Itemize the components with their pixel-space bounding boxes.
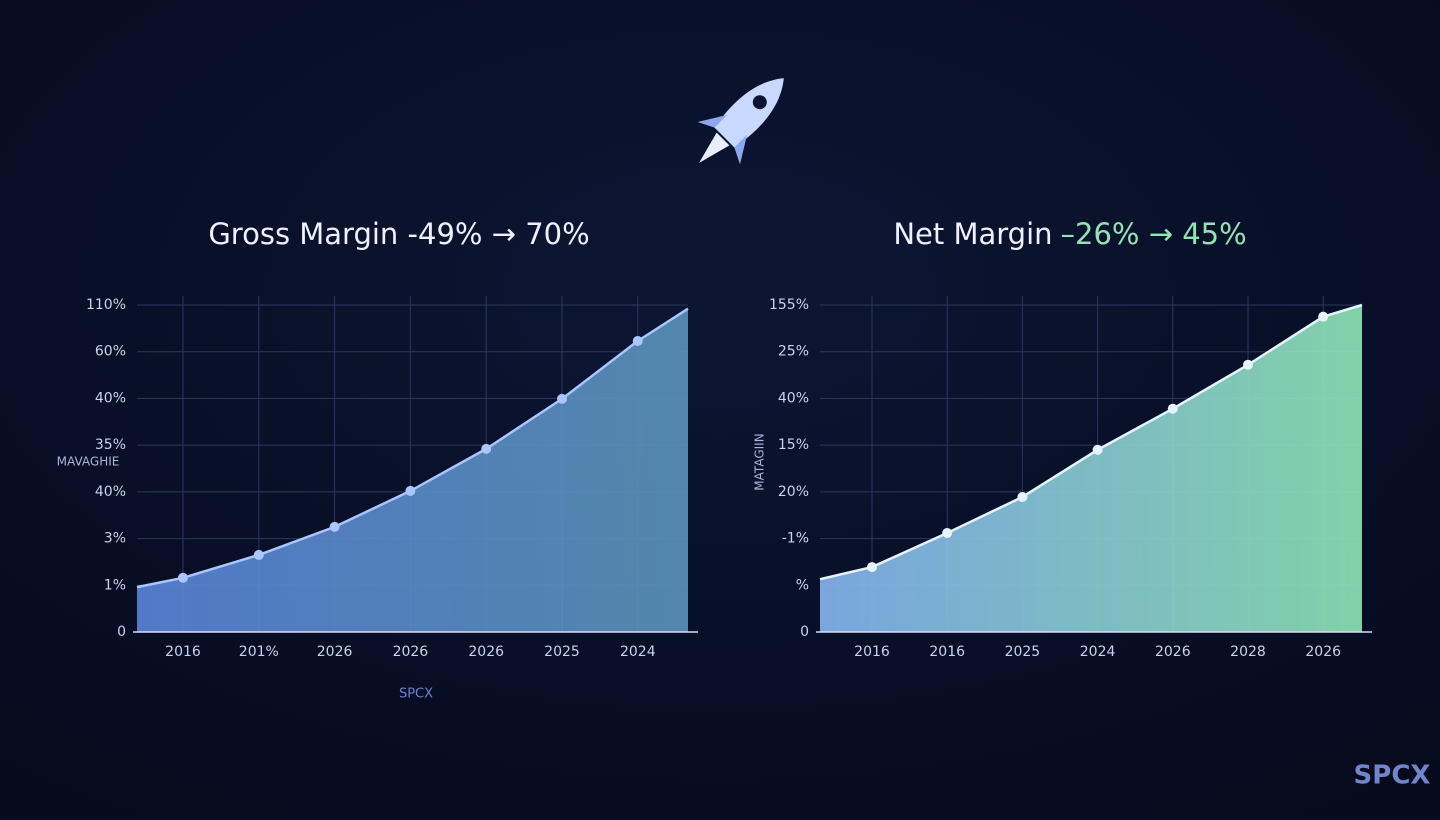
y-axis-label: MAVAGHIE [57, 455, 120, 469]
chart-title: Net Margin –26% → 45% [893, 217, 1246, 251]
data-point [1167, 403, 1178, 414]
x-tick-label: 2024 [1080, 644, 1116, 660]
data-point [942, 527, 953, 538]
y-tick-label: 15% [778, 437, 809, 453]
x-tick-label: 2026 [1305, 644, 1341, 660]
y-tick-label: 40% [95, 484, 126, 500]
data-point [405, 485, 416, 496]
y-tick-label: -1% [782, 531, 809, 547]
y-tick-label: 60% [95, 344, 126, 360]
data-point [1318, 311, 1329, 322]
y-tick-label: 110% [86, 297, 126, 313]
x-tick-label: 2024 [620, 644, 656, 660]
caption: SPCX [399, 687, 433, 702]
area-fill [137, 308, 688, 632]
x-tick-label: 2026 [1155, 644, 1191, 660]
y-tick-label: 40% [95, 390, 126, 406]
title-main: Net Margin [893, 217, 1052, 251]
y-tick-label: 20% [778, 484, 809, 500]
data-point [867, 562, 877, 573]
y-tick-label: % [796, 577, 809, 593]
data-point [178, 572, 188, 583]
y-axis-label: MATAGIIN [753, 433, 767, 490]
x-tick-label: 2016 [165, 644, 201, 660]
y-tick-label: 3% [104, 531, 126, 547]
data-point [1092, 444, 1103, 455]
y-tick-label: 25% [778, 344, 809, 360]
x-tick-label: 2026 [468, 644, 504, 660]
rocket-icon [697, 78, 784, 165]
chart-title: Gross Margin -49% → 70% [208, 217, 589, 251]
x-tick-label: 2025 [1005, 644, 1041, 660]
brand-logo: SPCX [1354, 761, 1431, 791]
data-point [253, 549, 264, 560]
data-point [1017, 491, 1028, 502]
data-point [329, 521, 340, 532]
y-tick-label: 1% [104, 577, 126, 593]
area-fill [820, 305, 1362, 632]
x-tick-label: 2025 [544, 644, 580, 660]
y-tick-label: 155% [769, 297, 809, 313]
x-tick-label: 2016 [929, 644, 965, 660]
data-point [632, 335, 643, 346]
title-highlight: –26% → 45% [1061, 217, 1247, 251]
data-point [481, 443, 492, 454]
y-tick-label: 0 [117, 624, 126, 640]
y-tick-label: 40% [778, 390, 809, 406]
data-point [557, 393, 567, 404]
x-tick-label: 2016 [854, 644, 890, 660]
data-point [1243, 359, 1253, 370]
y-tick-label: 0 [800, 624, 809, 640]
x-tick-label: 2028 [1230, 644, 1266, 660]
x-tick-label: 2026 [317, 644, 353, 660]
y-tick-label: 35% [95, 437, 126, 453]
x-tick-label: 2026 [393, 644, 429, 660]
x-tick-label: 201% [239, 644, 279, 660]
